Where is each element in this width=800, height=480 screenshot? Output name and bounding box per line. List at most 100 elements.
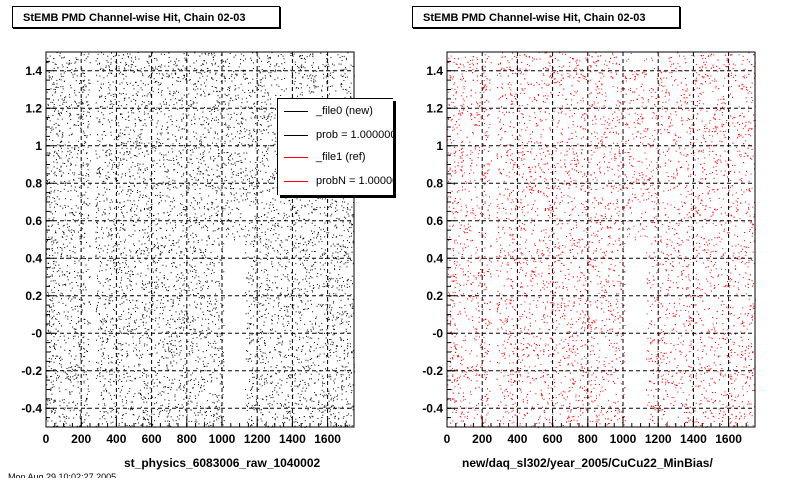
left-data-point xyxy=(231,188,233,190)
left-data-point xyxy=(75,205,77,207)
left-data-point xyxy=(172,257,174,258)
left-data-point xyxy=(172,84,173,86)
left-data-point xyxy=(156,378,158,380)
left-data-point xyxy=(144,250,145,252)
left-data-point xyxy=(191,179,193,181)
left-data-point xyxy=(144,328,146,329)
left-data-point xyxy=(75,61,77,63)
left-data-point xyxy=(202,318,203,320)
left-data-point xyxy=(47,167,49,169)
left-data-point xyxy=(132,271,133,273)
left-data-point xyxy=(120,282,121,284)
left-data-point xyxy=(47,225,49,227)
left-data-point xyxy=(167,126,169,128)
left-data-point xyxy=(347,425,349,427)
left-data-point xyxy=(223,60,225,62)
left-data-point xyxy=(333,77,335,79)
left-data-point xyxy=(251,221,253,223)
left-data-point xyxy=(151,282,153,284)
left-data-point xyxy=(102,318,104,320)
left-data-point xyxy=(341,314,343,316)
left-data-point xyxy=(312,66,313,68)
left-data-point xyxy=(89,203,91,205)
left-data-point xyxy=(71,229,73,231)
left-data-point xyxy=(140,337,142,339)
left-data-point xyxy=(102,352,104,354)
left-data-point xyxy=(350,260,352,261)
left-data-point xyxy=(74,271,75,272)
left-data-point xyxy=(183,365,185,367)
left-data-point xyxy=(192,289,194,291)
left-data-point xyxy=(49,306,50,308)
left-data-point xyxy=(309,406,311,408)
left-data-point xyxy=(330,204,332,206)
left-data-point xyxy=(201,124,203,126)
left-data-point xyxy=(119,378,121,380)
left-data-point xyxy=(284,310,286,311)
left-data-point xyxy=(49,255,51,256)
left-data-point xyxy=(60,165,62,167)
left-data-point xyxy=(260,350,262,352)
left-data-point xyxy=(209,342,211,344)
left-data-point xyxy=(119,362,121,363)
left-data-point xyxy=(87,94,89,96)
left-data-point xyxy=(218,406,220,408)
left-data-point xyxy=(326,232,328,234)
left-data-point xyxy=(243,188,244,190)
left-data-point xyxy=(181,119,183,121)
left-data-point xyxy=(290,203,291,205)
left-data-point xyxy=(141,142,143,144)
left-data-point xyxy=(57,144,59,146)
left-data-point xyxy=(340,286,342,288)
left-data-point xyxy=(273,174,275,176)
left-data-point xyxy=(295,263,297,265)
left-data-point xyxy=(144,67,146,68)
left-data-point xyxy=(74,221,76,223)
left-data-point xyxy=(144,209,145,211)
left-data-point xyxy=(251,334,253,336)
left-data-point xyxy=(196,217,198,219)
left-data-point xyxy=(331,259,333,261)
left-data-point xyxy=(168,110,170,112)
left-data-point xyxy=(251,59,252,61)
left-data-point xyxy=(70,199,72,201)
left-data-point xyxy=(294,223,296,225)
left-data-point xyxy=(111,357,113,358)
left-data-point xyxy=(70,190,72,192)
left-data-point xyxy=(315,86,317,88)
left-data-point xyxy=(146,95,148,97)
left-data-point xyxy=(166,73,168,75)
left-data-point xyxy=(104,378,106,380)
left-data-point xyxy=(180,214,182,216)
left-data-point xyxy=(130,210,132,212)
left-data-point xyxy=(205,414,207,416)
left-data-point xyxy=(132,408,134,410)
left-data-point xyxy=(184,167,186,169)
left-data-point xyxy=(115,86,117,88)
left-data-point xyxy=(301,423,303,424)
left-data-point xyxy=(299,217,301,219)
left-data-point xyxy=(117,167,119,169)
left-data-point xyxy=(217,101,219,103)
left-data-point xyxy=(345,251,347,253)
left-data-point xyxy=(306,84,308,86)
left-data-point xyxy=(345,253,347,255)
left-data-point xyxy=(214,158,216,160)
left-data-point xyxy=(279,378,281,380)
left-data-point xyxy=(114,309,116,311)
left-data-point xyxy=(335,251,337,253)
left-data-point xyxy=(338,63,340,65)
left-data-point xyxy=(274,276,276,278)
left-data-point xyxy=(170,343,171,345)
left-data-point xyxy=(57,155,59,157)
left-data-point xyxy=(97,302,99,304)
left-data-point xyxy=(261,420,263,422)
left-data-point xyxy=(261,108,263,110)
left-data-point xyxy=(125,318,127,320)
left-data-point xyxy=(146,203,148,205)
left-data-point xyxy=(170,409,172,411)
left-data-point xyxy=(110,150,112,152)
left-data-point xyxy=(340,86,342,88)
left-data-point xyxy=(197,180,199,181)
left-data-point xyxy=(185,269,187,271)
